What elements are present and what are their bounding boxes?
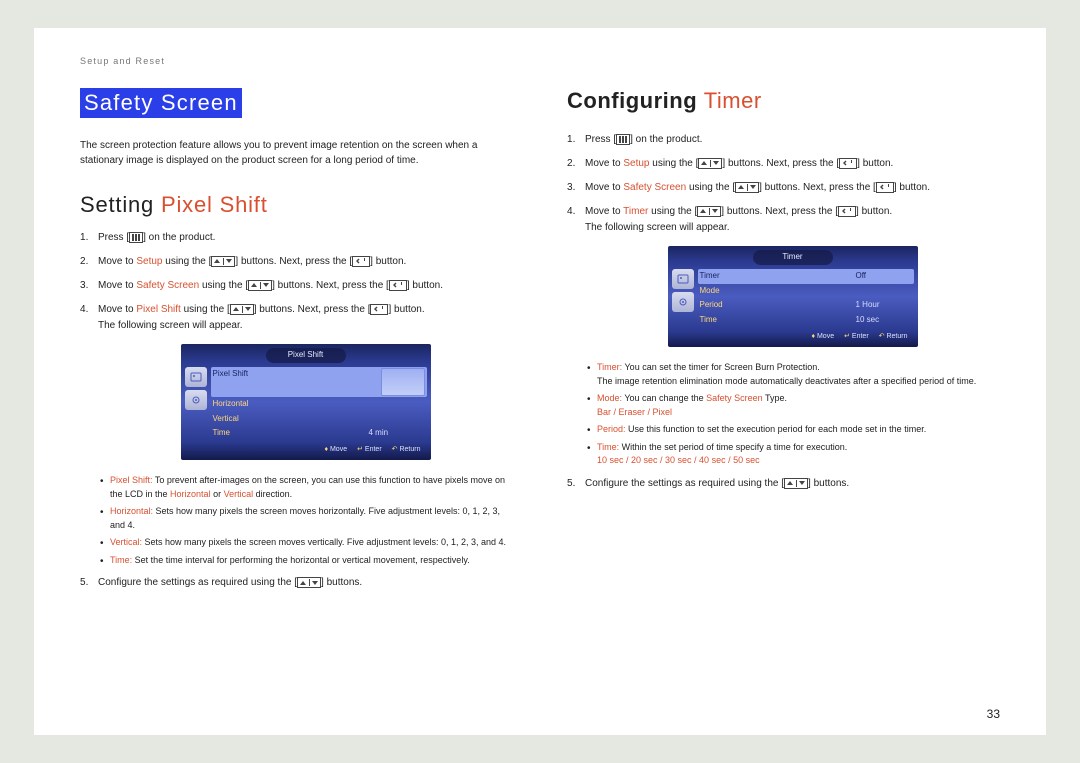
step-1: Press [] on the product. [80, 230, 513, 246]
right-column: Configuring Timer Press [] on the produc… [567, 88, 1000, 599]
enter-button-icon [352, 256, 370, 267]
step-4: Move to Timer using the [] buttons. Next… [567, 204, 1000, 468]
enter-button-icon [838, 206, 856, 217]
bullet-mode: Mode: You can change the Safety Screen T… [585, 392, 1000, 419]
up-down-icon [784, 478, 808, 489]
osd-row: Mode [698, 284, 914, 299]
heading-text-b: Pixel Shift [161, 192, 268, 217]
bullet-pixel-shift: Pixel Shift: To prevent after-images on … [98, 474, 513, 501]
osd-footer: ♦ Move ↵ Enter ↶ Return [672, 328, 914, 343]
osd-preview-box [381, 368, 425, 396]
left-bullets: Pixel Shift: To prevent after-images on … [98, 474, 513, 567]
bullet-timer: Timer: You can set the timer for Screen … [585, 361, 1000, 388]
osd-row: Time4 min [211, 426, 427, 441]
menu-button-icon [616, 134, 630, 145]
osd-row: Vertical [211, 412, 427, 427]
menu-button-icon [129, 232, 143, 243]
up-down-icon [211, 256, 235, 267]
osd-row: Pixel Shift [211, 367, 427, 397]
osd-gear-icon [185, 390, 207, 410]
osd-gear-icon [672, 292, 694, 312]
heading-text-b: Timer [704, 88, 762, 113]
step-2: Move to Setup using the [] buttons. Next… [80, 254, 513, 270]
osd-row: TimerOff [698, 269, 914, 284]
bullet-horizontal: Horizontal: Sets how many pixels the scr… [98, 505, 513, 532]
osd-sidebar [672, 269, 694, 328]
osd-title: Timer [753, 250, 833, 265]
osd-picture-icon [185, 367, 207, 387]
step-4: Move to Pixel Shift using the [] buttons… [80, 302, 513, 567]
osd-footer: ♦ Move ↵ Enter ↶ Return [185, 441, 427, 456]
up-down-icon [248, 280, 272, 291]
step-3: Move to Safety Screen using the [] butto… [567, 180, 1000, 196]
up-down-icon [230, 304, 254, 315]
page-number: 33 [987, 707, 1000, 721]
up-down-icon [735, 182, 759, 193]
intro-paragraph: The screen protection feature allows you… [80, 138, 513, 168]
breadcrumb: Setup and Reset [80, 56, 1000, 66]
up-down-icon [697, 206, 721, 217]
right-steps: Press [] on the product. Move to Setup u… [567, 132, 1000, 492]
safety-screen-heading: Safety Screen [80, 88, 242, 118]
enter-button-icon [876, 182, 894, 193]
heading-text-a: Configuring [567, 88, 697, 113]
bullet-period: Period: Use this function to set the exe… [585, 423, 1000, 437]
step-3: Move to Safety Screen using the [] butto… [80, 278, 513, 294]
configuring-timer-heading: Configuring Timer [567, 88, 1000, 114]
osd-picture-icon [672, 269, 694, 289]
osd-sidebar [185, 367, 207, 441]
document-page: Setup and Reset Safety Screen The screen… [34, 28, 1046, 735]
enter-button-icon [370, 304, 388, 315]
left-steps: Press [] on the product. Move to Setup u… [80, 230, 513, 591]
step-5: Configure the settings as required using… [567, 476, 1000, 492]
up-down-icon [297, 577, 321, 588]
setting-pixel-shift-heading: Setting Pixel Shift [80, 192, 513, 218]
bullet-time: Time: Set the time interval for performi… [98, 554, 513, 568]
left-column: Safety Screen The screen protection feat… [80, 88, 513, 599]
osd-row: Time10 sec [698, 313, 914, 328]
enter-button-icon [839, 158, 857, 169]
step-1: Press [] on the product. [567, 132, 1000, 148]
bullet-vertical: Vertical: Sets how many pixels the scree… [98, 536, 513, 550]
enter-button-icon [389, 280, 407, 291]
step-2: Move to Setup using the [] buttons. Next… [567, 156, 1000, 172]
step-5: Configure the settings as required using… [80, 575, 513, 591]
osd-row: Horizontal [211, 397, 427, 412]
right-bullets: Timer: You can set the timer for Screen … [585, 361, 1000, 468]
up-down-icon [698, 158, 722, 169]
heading-text-a: Setting [80, 192, 154, 217]
two-column-layout: Safety Screen The screen protection feat… [80, 88, 1000, 599]
osd-screenshot-right: Timer TimerOff Mode Period1 Hour [585, 246, 1000, 347]
osd-row: Period1 Hour [698, 298, 914, 313]
bullet-time: Time: Within the set period of time spec… [585, 441, 1000, 468]
osd-screenshot-left: Pixel Shift Pixel Shift Horizontal Verti… [98, 344, 513, 460]
osd-title: Pixel Shift [266, 348, 346, 363]
